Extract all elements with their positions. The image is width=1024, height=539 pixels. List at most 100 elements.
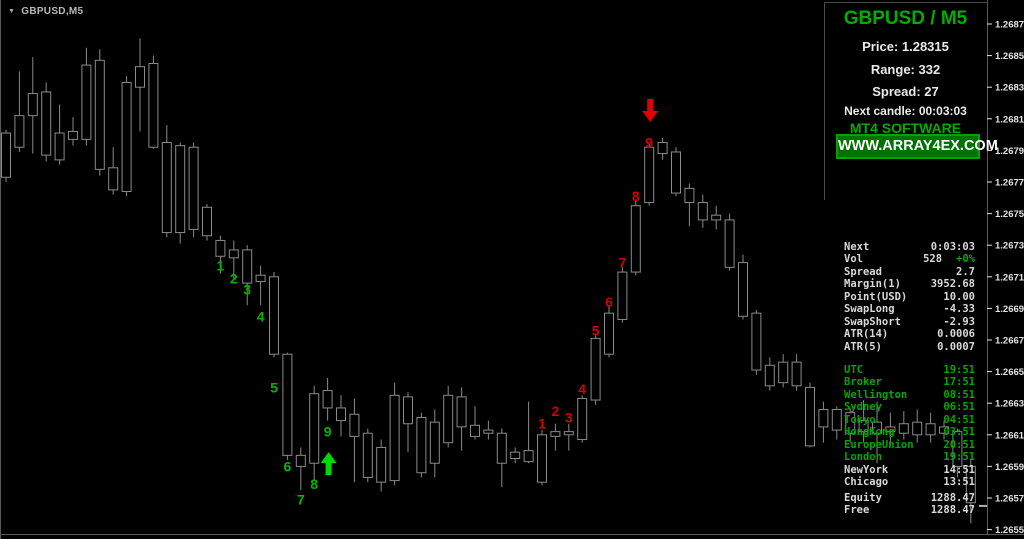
clock-value: 06:51: [943, 401, 975, 414]
candle-body: [94, 59, 105, 170]
panel-price: Price: 1.28315: [862, 39, 949, 54]
candle-body: [939, 426, 949, 434]
buy-count-marker: 4: [257, 308, 265, 324]
account-row: Equity 1288.47: [844, 492, 975, 504]
candle-body: [537, 434, 547, 483]
clock-label: NewYork: [844, 463, 889, 476]
info-value: 3952.68: [930, 278, 975, 291]
buy-arrow-icon: [320, 452, 337, 476]
info-row: SwapLong -4.33: [844, 303, 975, 315]
candle-body: [322, 390, 333, 409]
clock-value: 04:51: [943, 413, 975, 426]
clock-label: London: [844, 451, 882, 464]
clock-row: Broker 17:51: [844, 376, 975, 388]
info-panel-border: [824, 2, 988, 200]
info-label: ATR(14): [844, 328, 889, 341]
sell-count-marker: 8: [632, 188, 640, 204]
expander-icon[interactable]: ▼: [8, 8, 16, 15]
sell-count-marker: 4: [578, 381, 586, 397]
candle-body: [764, 364, 775, 387]
candle-body: [644, 146, 655, 204]
sell-count-marker: 9: [645, 135, 653, 151]
candle-body: [349, 413, 360, 437]
candle-body: [550, 431, 561, 437]
info-value: 0:03:03: [930, 241, 975, 253]
candle-body: [429, 421, 440, 464]
buy-count-marker: 1: [217, 258, 225, 274]
clock-value: 03:51: [943, 426, 975, 439]
candle-body: [697, 202, 708, 221]
clock-row: Wellington 08:51: [844, 389, 975, 401]
candle-body: [805, 386, 815, 447]
candle-body: [671, 151, 681, 194]
symbol-label[interactable]: ▼ GBPUSD,M5: [8, 6, 83, 17]
candle-body: [269, 276, 279, 355]
candle-body: [161, 142, 172, 234]
buy-count-marker: 6: [284, 458, 292, 474]
clock-row: NewYork 14:51: [844, 464, 975, 476]
clock-value: 19:51: [943, 451, 975, 464]
candle-body: [362, 432, 373, 478]
price-label: 1.26715: [995, 272, 1024, 283]
clock-value: 14:51: [943, 463, 975, 476]
website-banner: WWW.ARRAY4EX.COM: [836, 134, 998, 159]
clock-value: 08:51: [943, 388, 975, 401]
price-label: 1.26695: [995, 304, 1024, 315]
price-label: 1.26635: [995, 399, 1024, 410]
price-label: 1.26575: [995, 494, 1024, 505]
candle-body: [912, 421, 923, 436]
candle-body: [898, 423, 909, 434]
candle-body: [778, 361, 789, 384]
price-label: 1.26815: [995, 114, 1024, 125]
symbol-label-text: GBPUSD,M5: [21, 6, 84, 17]
clock-label: EuropeUnion: [844, 438, 914, 451]
candle-body: [376, 446, 387, 483]
info-label: Spread: [844, 265, 882, 278]
candle-body: [416, 416, 427, 474]
info-label: Next: [844, 241, 870, 253]
candle-body: [175, 145, 186, 234]
info-label: Point(USD): [844, 290, 908, 303]
candle-body: [617, 271, 628, 320]
candle-body: [309, 393, 320, 464]
candle-body: [14, 115, 25, 148]
price-label: 1.26855: [995, 51, 1024, 62]
clock-row: London 19:51: [844, 451, 975, 463]
buy-count-marker: 7: [297, 492, 305, 508]
account-label: Equity: [844, 492, 882, 504]
candle-body: [885, 426, 896, 433]
info-label: ATR(5): [844, 340, 882, 353]
info-label: SwapShort: [844, 315, 901, 328]
sell-count-marker: 6: [605, 294, 613, 310]
candle-body: [389, 394, 400, 482]
clock-value: 19:51: [943, 364, 975, 376]
candle-body: [255, 274, 266, 283]
buy-count-marker: 8: [310, 476, 318, 492]
candle-body: [952, 431, 963, 467]
buy-count-marker: 5: [270, 379, 278, 395]
price-label: 1.26735: [995, 241, 1024, 252]
candle-body: [483, 429, 494, 434]
clock-label: Tokyo: [844, 413, 876, 426]
clock-row: HongKong 03:51: [844, 426, 975, 438]
candle-body: [295, 454, 306, 467]
candle-body: [403, 396, 413, 425]
panel-next-candle: Next candle: 00:03:03: [844, 104, 967, 118]
price-label: 1.26755: [995, 209, 1024, 220]
sell-arrow-icon: [642, 98, 659, 122]
candle-body: [845, 412, 856, 434]
clock-label: HongKong: [844, 426, 895, 439]
candle-body: [684, 187, 695, 204]
info-row: ATR(5) 0.0007: [844, 341, 975, 353]
info-value: 528: [923, 253, 943, 266]
clock-row: Tokyo 04:51: [844, 414, 975, 426]
clock-row: Sydney 06:51: [844, 401, 975, 413]
info-row: Next 0:03:03: [844, 241, 975, 253]
candle-body: [496, 432, 507, 464]
sell-count-marker: 3: [565, 409, 573, 425]
clock-row: UTC 19:51: [844, 364, 975, 376]
account-label: Free: [844, 504, 870, 517]
candle-body: [188, 146, 199, 230]
candle-body: [657, 142, 668, 155]
